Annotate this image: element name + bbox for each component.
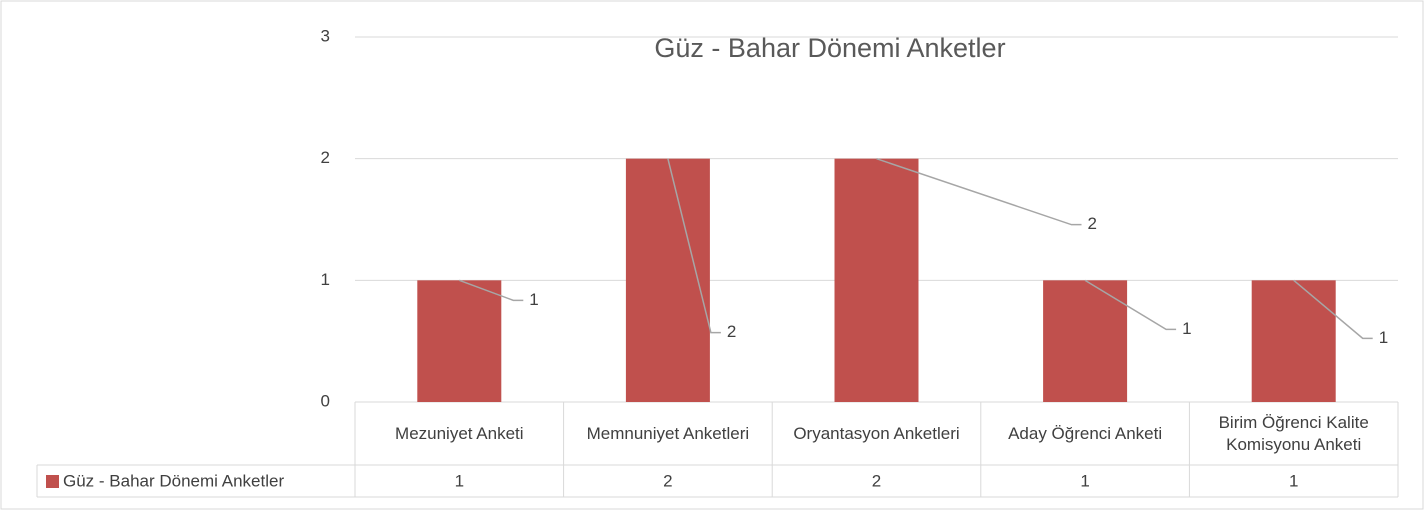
y-tick-label: 0 bbox=[321, 391, 330, 410]
bar bbox=[625, 158, 710, 402]
leader-line bbox=[876, 157, 1082, 226]
y-tick-label: 1 bbox=[321, 270, 330, 289]
y-tick-label: 2 bbox=[321, 148, 330, 167]
bar bbox=[417, 280, 502, 402]
x-tick-label-box: Mezuniyet Anketi bbox=[395, 423, 524, 443]
bar bbox=[1251, 280, 1336, 402]
table-value: 1 bbox=[455, 471, 464, 490]
data-label: 2 bbox=[1088, 214, 1097, 233]
leader-line bbox=[667, 158, 721, 334]
data-label: 1 bbox=[1379, 328, 1388, 347]
bar bbox=[1043, 280, 1128, 402]
table-value: 1 bbox=[1080, 471, 1089, 490]
x-tick-label-box: Birim Öğrenci Kalite Komisyonu Anketi bbox=[1218, 412, 1369, 454]
data-label: 1 bbox=[529, 290, 538, 309]
x-tick-label-box: Oryantasyon Anketleri bbox=[793, 423, 960, 443]
y-tick-label: 3 bbox=[321, 26, 330, 45]
x-tick-label: Birim Öğrenci Kalite Komisyonu Anketi bbox=[1218, 412, 1369, 454]
table-value: 2 bbox=[663, 471, 672, 490]
leader-line bbox=[1084, 279, 1177, 331]
legend-swatch bbox=[46, 475, 59, 488]
leader-line bbox=[459, 279, 524, 302]
x-tick-label-box: Aday Öğrenci Anketi bbox=[1008, 423, 1163, 443]
table-value: 2 bbox=[872, 471, 881, 490]
x-tick-label: Memnuniyet Anketleri bbox=[586, 423, 750, 443]
x-tick-label: Oryantasyon Anketleri bbox=[793, 423, 960, 443]
legend-label: Güz - Bahar Dönemi Anketler bbox=[63, 471, 284, 490]
data-label: 2 bbox=[727, 322, 736, 341]
x-tick-label: Aday Öğrenci Anketi bbox=[1008, 423, 1163, 443]
leader-line bbox=[1293, 279, 1373, 340]
x-tick-label-box: Memnuniyet Anketleri bbox=[586, 423, 750, 443]
bar bbox=[834, 158, 919, 402]
x-tick-label: Mezuniyet Anketi bbox=[395, 423, 524, 443]
table-value: 1 bbox=[1289, 471, 1298, 490]
data-label: 1 bbox=[1182, 319, 1191, 338]
chart-title: Güz - Bahar Dönemi Anketler bbox=[654, 33, 1005, 63]
